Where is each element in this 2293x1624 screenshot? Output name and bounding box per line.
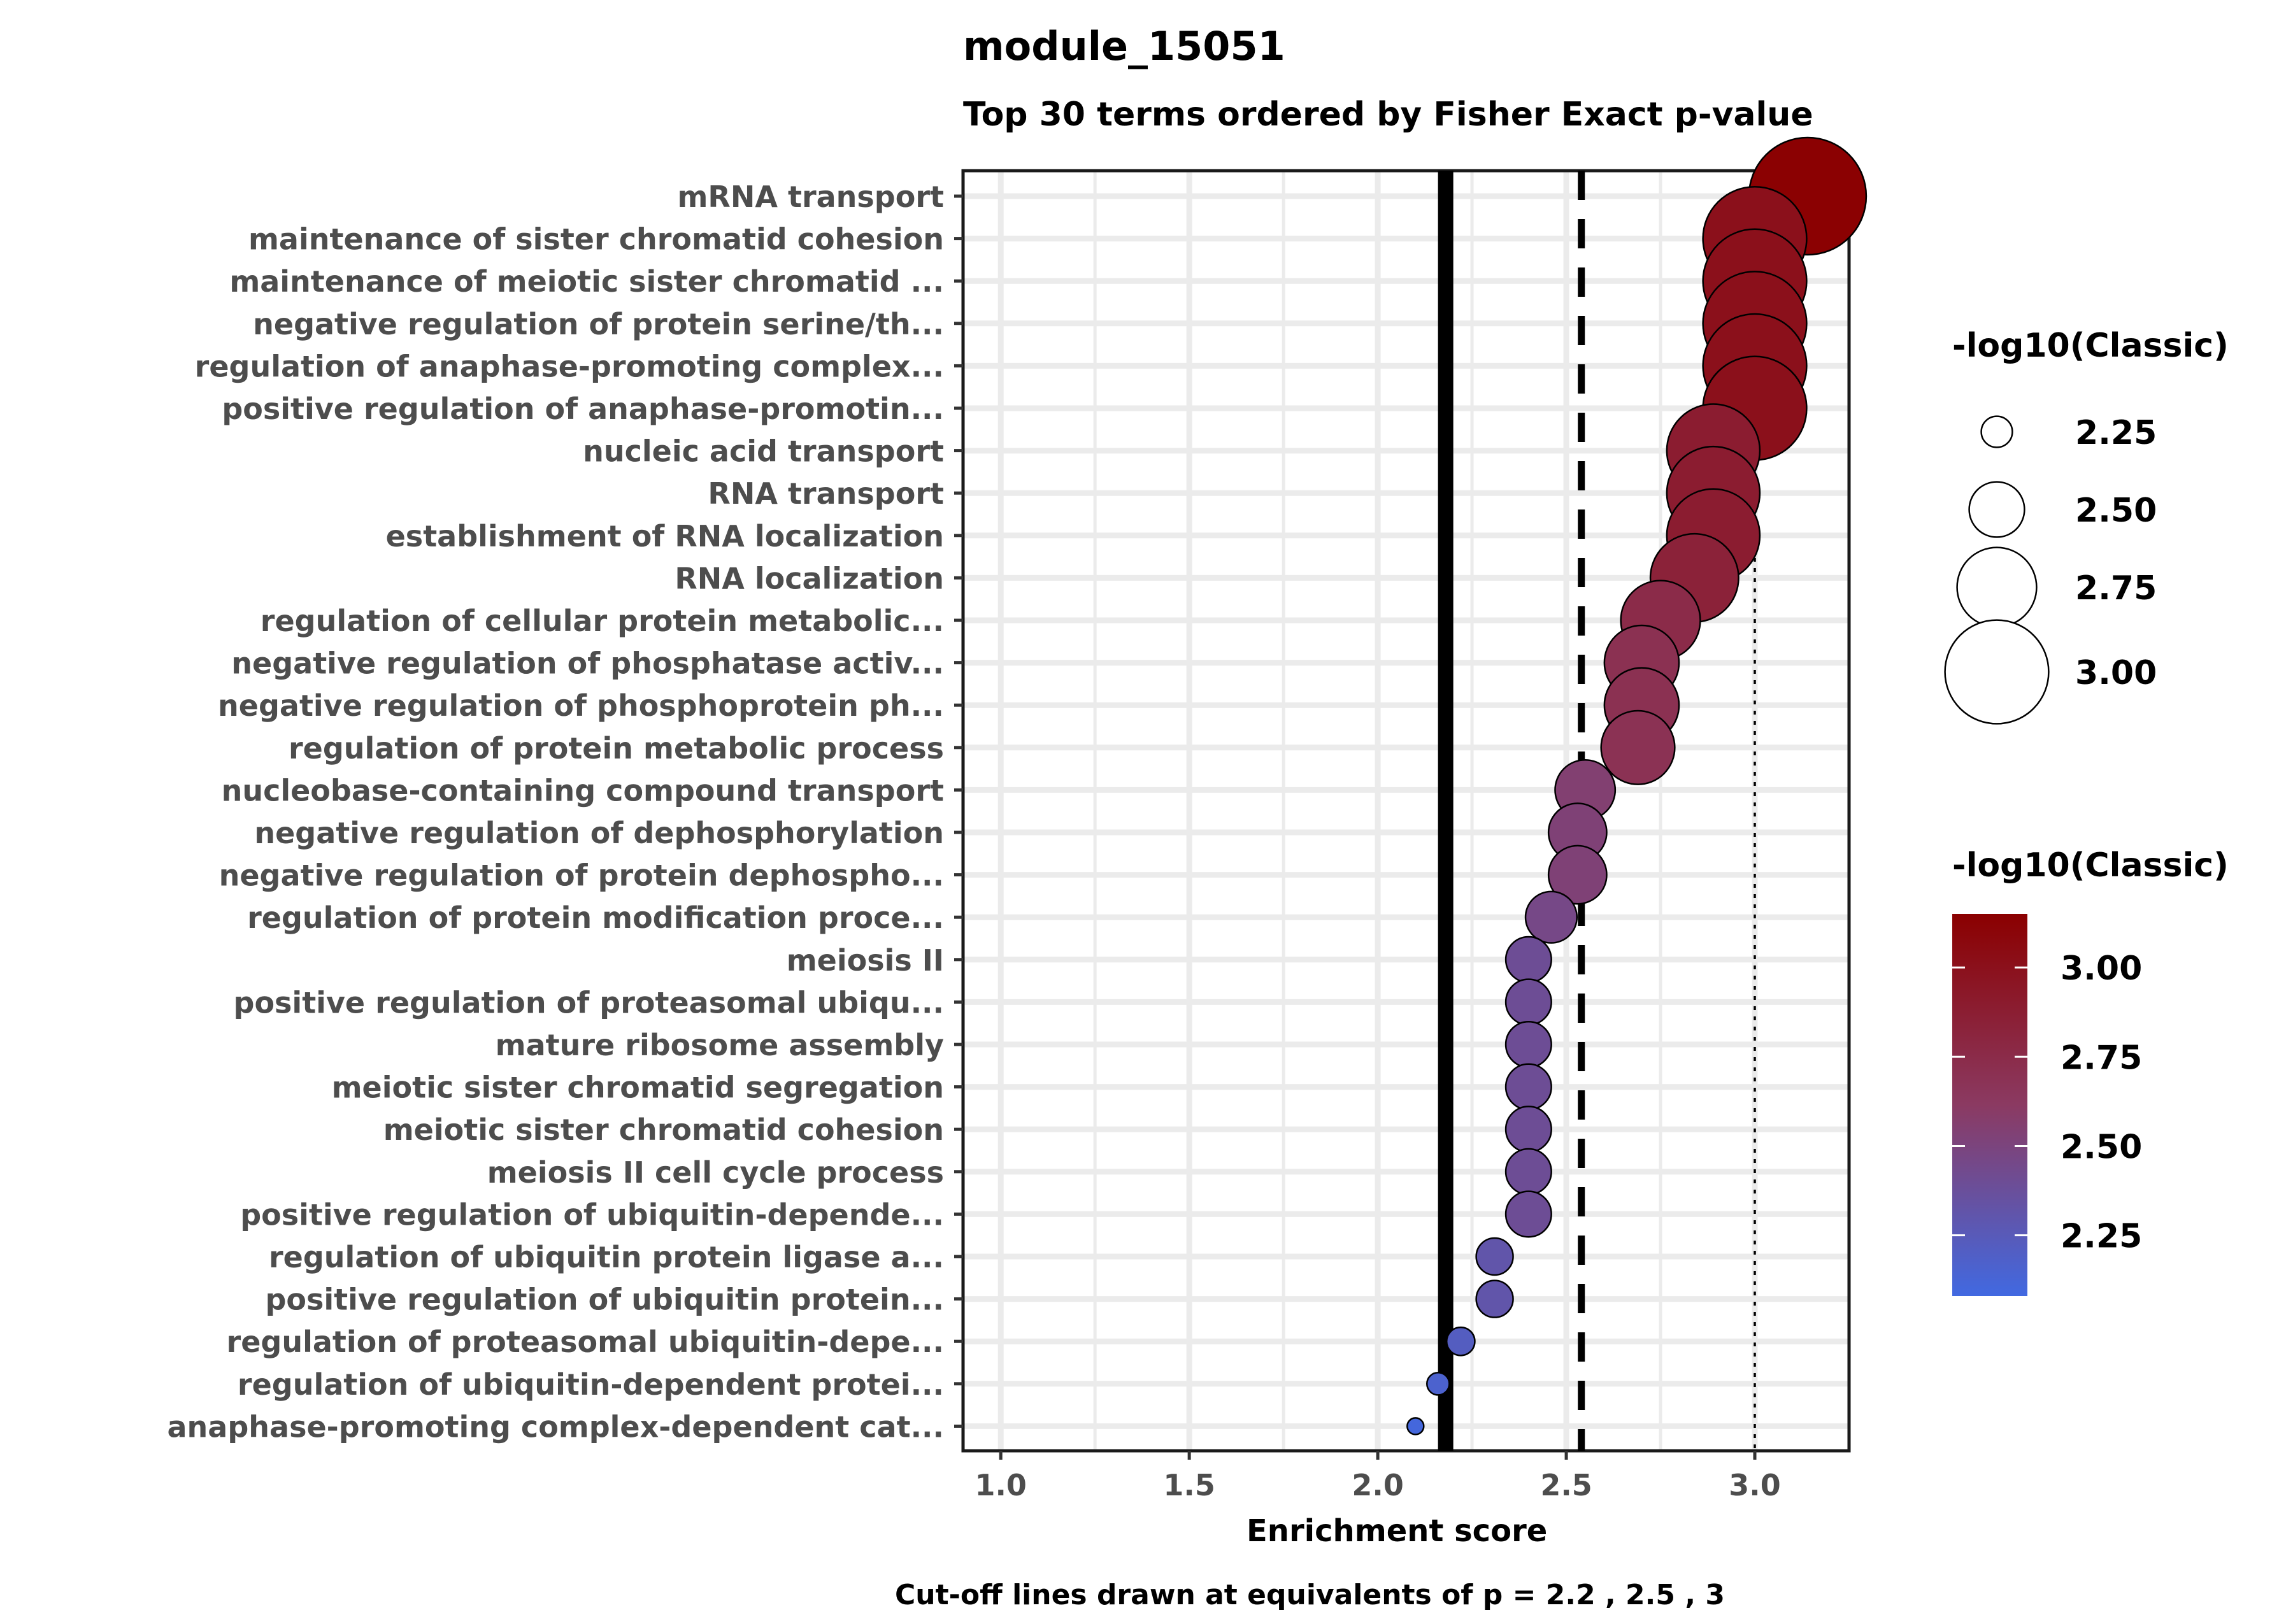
y-tick-label: positive regulation of proteasomal ubiqu… xyxy=(234,985,944,1020)
data-point xyxy=(1504,1190,1552,1238)
x-tick-label: 2.0 xyxy=(1352,1468,1404,1502)
data-point xyxy=(1406,1417,1425,1435)
y-tick-label: regulation of cellular protein metabolic… xyxy=(261,604,944,638)
color-legend-label: 2.75 xyxy=(2061,1039,2142,1077)
x-tick-label: 3.0 xyxy=(1729,1468,1781,1502)
data-point xyxy=(1504,1106,1552,1153)
y-tick-label: regulation of proteasomal ubiquitin-depe… xyxy=(227,1325,944,1359)
size-legend-key xyxy=(1980,415,2013,448)
y-tick-label: establishment of RNA localization xyxy=(386,519,944,553)
y-tick-label: RNA localization xyxy=(675,561,944,595)
y-tick-label: nucleobase-containing compound transport xyxy=(222,773,944,808)
data-point xyxy=(1504,1020,1552,1069)
y-tick-label: meiosis II cell cycle process xyxy=(487,1155,944,1190)
plot-panel xyxy=(963,171,1849,1451)
y-tick-label: regulation of protein modification proce… xyxy=(247,901,944,935)
x-axis-label: Enrichment score xyxy=(1247,1513,1548,1549)
y-tick-label: positive regulation of ubiquitin-depende… xyxy=(240,1197,944,1232)
y-tick-label: mRNA transport xyxy=(677,180,944,214)
data-point xyxy=(1426,1371,1450,1396)
chart-title: module_15051 xyxy=(963,23,1285,69)
y-tick-label: negative regulation of phosphatase activ… xyxy=(231,646,944,681)
data-point xyxy=(1504,1148,1552,1195)
y-tick-label: meiosis II xyxy=(787,943,944,978)
y-tick-label: positive regulation of ubiquitin protein… xyxy=(265,1283,944,1317)
size-legend-key xyxy=(1956,546,2038,628)
size-legend-label: 2.75 xyxy=(2075,569,2157,608)
y-tick-label: regulation of protein metabolic process xyxy=(289,731,944,766)
data-point xyxy=(1547,844,1608,905)
plot-border xyxy=(961,169,1851,1453)
data-point xyxy=(1504,978,1552,1026)
color-legend-label: 2.25 xyxy=(2061,1218,2142,1256)
data-point xyxy=(1504,1063,1552,1111)
size-legend-title: -log10(Classic) xyxy=(1952,327,2229,365)
x-tick-label: 1.0 xyxy=(975,1468,1027,1502)
y-tick-label: regulation of ubiquitin protein ligase a… xyxy=(269,1240,944,1274)
data-point xyxy=(1445,1326,1476,1357)
data-point xyxy=(1504,936,1552,983)
color-legend-title: -log10(Classic) xyxy=(1952,846,2229,885)
y-tick-label: negative regulation of protein dephospho… xyxy=(219,858,944,893)
chart-caption: Cut-off lines drawn at equivalents of p … xyxy=(895,1579,1725,1611)
y-tick-label: anaphase-promoting complex-dependent cat… xyxy=(168,1409,944,1444)
y-tick-label: maintenance of sister chromatid cohesion xyxy=(248,222,944,257)
x-tick-label: 2.5 xyxy=(1540,1468,1592,1502)
data-point xyxy=(1600,709,1676,785)
size-legend-key xyxy=(1968,481,2025,538)
y-tick-label: regulation of anaphase-promoting complex… xyxy=(195,349,944,383)
y-tick-label: mature ribosome assembly xyxy=(496,1028,944,1062)
y-tick-label: negative regulation of protein serine/th… xyxy=(253,307,944,341)
y-tick-label: negative regulation of phosphoprotein ph… xyxy=(218,688,944,723)
y-tick-label: negative regulation of dephosphorylation xyxy=(254,816,944,850)
x-tick-label: 1.5 xyxy=(1163,1468,1215,1502)
color-legend-label: 2.50 xyxy=(2061,1128,2142,1166)
data-point xyxy=(1524,890,1578,944)
y-tick-label: maintenance of meiotic sister chromatid … xyxy=(229,264,944,299)
y-tick-label: RNA transport xyxy=(708,476,944,511)
y-tick-label: regulation of ubiquitin-dependent protei… xyxy=(238,1367,944,1402)
size-legend-label: 2.25 xyxy=(2075,414,2157,452)
size-legend-key xyxy=(1944,619,2050,725)
data-point xyxy=(1475,1279,1514,1318)
y-tick-label: meiotic sister chromatid cohesion xyxy=(383,1113,944,1147)
y-tick-label: meiotic sister chromatid segregation xyxy=(332,1071,944,1105)
data-point xyxy=(1475,1237,1514,1276)
size-legend-label: 2.50 xyxy=(2075,492,2157,530)
size-legend-label: 3.00 xyxy=(2075,654,2157,692)
color-legend-bar xyxy=(1952,914,2027,1296)
y-tick-label: positive regulation of anaphase-promotin… xyxy=(222,392,944,426)
color-legend-label: 3.00 xyxy=(2061,950,2142,988)
y-tick-label: nucleic acid transport xyxy=(583,434,944,469)
chart-subtitle: Top 30 terms ordered by Fisher Exact p-v… xyxy=(963,96,1813,134)
